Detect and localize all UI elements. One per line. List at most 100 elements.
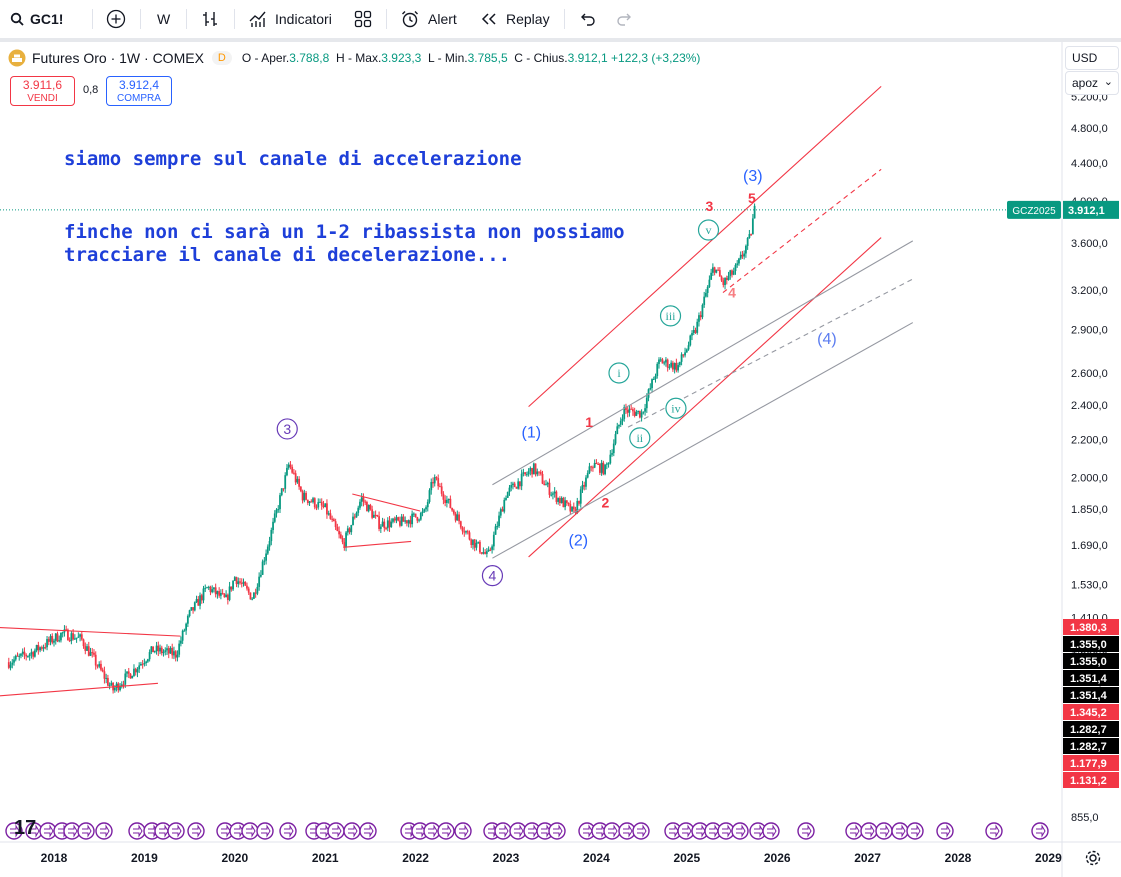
wave-label: 4 xyxy=(489,568,497,584)
candle-body xyxy=(466,531,469,533)
candle-body xyxy=(106,677,109,686)
symbol-label: GC1! xyxy=(30,11,64,27)
event-arrow-icon xyxy=(911,824,921,838)
sell-price: 3.911,6 xyxy=(22,78,63,92)
candle-body xyxy=(626,410,629,413)
candle-body xyxy=(173,651,175,656)
candle-body xyxy=(317,502,320,508)
x-tick-label: 2025 xyxy=(673,851,700,865)
candle-body xyxy=(598,464,601,473)
candle-body xyxy=(708,279,711,287)
high-value: 3.923,3 xyxy=(381,51,422,65)
candle-body xyxy=(23,651,26,655)
candle-body xyxy=(153,650,156,653)
candle-body xyxy=(665,359,667,363)
note-channel: siamo sempre sul canale di accelerazione xyxy=(64,148,522,170)
candle-body xyxy=(628,408,631,413)
event-arrow-icon xyxy=(736,824,746,838)
event-icon xyxy=(548,822,566,840)
redo-button[interactable] xyxy=(616,0,634,38)
event-arrow-icon xyxy=(865,824,875,838)
candle-body xyxy=(571,506,573,512)
price-chart[interactable]: 5.200,04.800,04.400,04.000,03.600,03.200… xyxy=(0,42,1121,877)
scale-mode-select[interactable]: apoz ⌄ xyxy=(1065,71,1119,95)
candle-body xyxy=(517,481,520,489)
candle-body xyxy=(461,527,464,532)
gear-icon xyxy=(1085,850,1101,866)
candle-body xyxy=(68,640,71,642)
event-arrow-icon xyxy=(100,824,110,838)
event-icon xyxy=(762,822,780,840)
interval-button[interactable]: W xyxy=(157,0,170,38)
event-arrow-icon xyxy=(722,824,732,838)
price-tag-value: 1.355,0 xyxy=(1070,639,1107,651)
candle-body xyxy=(485,551,488,554)
candle-body xyxy=(739,254,742,259)
wave-label: 3 xyxy=(283,421,291,437)
candle-body xyxy=(110,682,113,686)
candle-body xyxy=(366,502,368,512)
candle-body xyxy=(289,464,292,467)
candle-body xyxy=(79,634,81,637)
candle-body xyxy=(346,528,349,533)
candle-body xyxy=(124,673,127,685)
candle-body xyxy=(706,286,709,293)
candle-body xyxy=(80,634,83,640)
y-tick-label: 3.600,0 xyxy=(1071,238,1108,250)
candle-body xyxy=(532,463,535,475)
undo-button[interactable] xyxy=(578,0,596,38)
x-tick-label: 2021 xyxy=(312,851,339,865)
candle-body xyxy=(529,468,532,472)
alert-button[interactable]: Alert xyxy=(400,0,457,38)
event-icon xyxy=(77,822,95,840)
open-label: O - Aper. xyxy=(241,51,290,65)
layouts-button[interactable] xyxy=(354,0,372,38)
candle-body xyxy=(30,652,33,655)
event-icon xyxy=(454,822,472,840)
symbol-search[interactable]: GC1! xyxy=(10,0,63,38)
candle-body xyxy=(263,560,266,562)
candle-body xyxy=(247,588,250,593)
event-arrow-icon xyxy=(44,824,54,838)
candle-body xyxy=(656,363,659,377)
replay-button[interactable]: Replay xyxy=(480,0,550,38)
candle-body xyxy=(630,408,633,410)
indicators-button[interactable]: Indicatori xyxy=(248,0,332,38)
compare-button[interactable] xyxy=(106,0,126,38)
note-line2: tracciare il canale di decelerazione... xyxy=(64,244,510,266)
price-tag xyxy=(1063,636,1119,652)
buy-button[interactable]: 3.912,4 COMPRA xyxy=(106,76,172,106)
candle-body xyxy=(449,498,452,508)
candle-body xyxy=(160,647,163,654)
candle-body xyxy=(77,636,80,638)
candle-body xyxy=(393,518,396,521)
candle-body xyxy=(306,499,309,503)
candle-body xyxy=(188,610,191,616)
indicators-label: Indicatori xyxy=(275,11,332,27)
candle-body xyxy=(326,503,328,515)
candle-body xyxy=(722,280,725,285)
candle-body xyxy=(277,509,280,511)
candle-body xyxy=(162,651,165,654)
channel-line xyxy=(343,540,412,548)
candle-body xyxy=(652,379,655,381)
settings-button[interactable] xyxy=(1084,849,1102,867)
candle-body xyxy=(178,643,181,655)
chart-type-button[interactable] xyxy=(200,0,220,38)
candle-body xyxy=(562,497,565,508)
candle-body xyxy=(226,594,229,600)
channel-line xyxy=(352,493,421,512)
candle-body xyxy=(724,277,726,285)
event-icon xyxy=(731,822,749,840)
currency-select[interactable]: USD xyxy=(1065,46,1119,70)
candle-body xyxy=(204,587,207,589)
candle-body xyxy=(355,512,358,518)
price-tag-value: 1.282,7 xyxy=(1070,741,1107,753)
x-tick-label: 2019 xyxy=(131,851,158,865)
candle-body xyxy=(183,630,186,632)
sell-button[interactable]: 3.911,6 VENDI xyxy=(10,76,75,106)
event-icon xyxy=(860,822,878,840)
candle-body xyxy=(143,663,146,665)
candle-body xyxy=(616,426,619,435)
event-arrow-icon xyxy=(850,824,860,838)
